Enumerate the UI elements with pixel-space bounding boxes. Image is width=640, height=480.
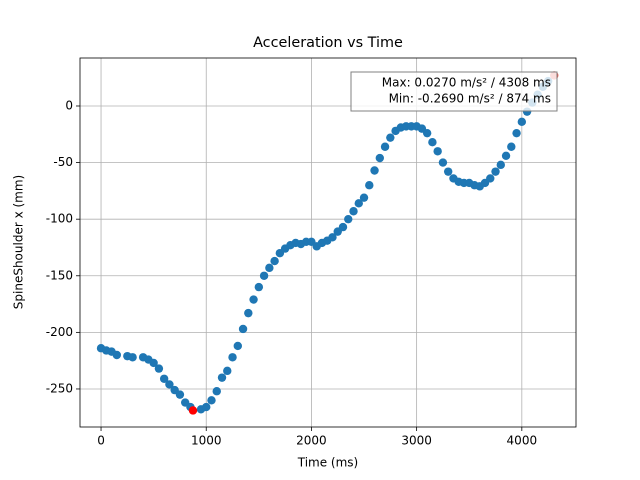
x-tick-label: 2000 xyxy=(296,434,327,448)
point xyxy=(154,364,164,373)
point xyxy=(254,282,264,292)
x-axis-label: Time (ms) xyxy=(297,456,359,470)
point xyxy=(517,117,527,127)
chart-title: Acceleration vs Time xyxy=(253,35,403,51)
plot-frame xyxy=(79,57,577,428)
point xyxy=(207,396,216,405)
point xyxy=(438,158,448,167)
point xyxy=(338,222,348,232)
y-tick-label: -250 xyxy=(46,381,73,395)
highlight-point xyxy=(188,406,198,415)
point xyxy=(202,402,211,412)
point xyxy=(217,373,227,382)
point xyxy=(496,160,505,170)
y-tick-label: 0 xyxy=(65,98,73,112)
y-tick-label: -150 xyxy=(46,268,73,282)
point xyxy=(244,308,253,318)
point xyxy=(344,214,353,224)
annotation-text: Max: 0.0270 m/s² / 4308 ms xyxy=(382,76,551,90)
y-tick-label: -50 xyxy=(53,155,73,169)
point xyxy=(507,142,516,151)
y-axis-label: SpineShoulder x (mm) xyxy=(12,175,26,309)
point xyxy=(359,193,369,202)
point xyxy=(175,390,185,399)
point xyxy=(428,138,437,147)
point xyxy=(238,324,248,334)
point xyxy=(233,341,242,351)
point xyxy=(259,271,269,280)
x-tick-label: 3000 xyxy=(401,434,432,448)
point xyxy=(112,350,122,360)
point xyxy=(491,167,500,176)
x-tick-label: 4000 xyxy=(507,434,538,448)
point xyxy=(149,358,158,368)
point xyxy=(159,374,169,383)
point xyxy=(365,181,374,190)
point xyxy=(349,207,358,216)
x-tick-label: 0 xyxy=(97,434,105,448)
point xyxy=(422,128,432,138)
annotation-text: Min: -0.2690 m/s² / 874 ms xyxy=(389,92,551,106)
point xyxy=(270,256,279,266)
point xyxy=(443,167,453,176)
y-tick-label: -200 xyxy=(46,325,73,339)
point xyxy=(380,142,390,151)
point xyxy=(354,199,363,208)
point xyxy=(265,263,274,273)
point xyxy=(228,353,237,362)
point xyxy=(501,151,511,160)
point xyxy=(386,133,395,142)
point xyxy=(486,174,495,183)
point xyxy=(223,366,232,376)
point xyxy=(128,353,137,362)
point xyxy=(375,153,385,163)
point xyxy=(433,147,442,156)
point xyxy=(370,166,379,175)
point xyxy=(512,128,521,138)
x-tick-label: 1000 xyxy=(191,434,222,448)
point xyxy=(212,387,221,396)
annotation-box xyxy=(350,71,558,112)
point xyxy=(249,295,258,304)
point xyxy=(165,380,174,389)
y-tick-label: -100 xyxy=(46,212,73,226)
point xyxy=(328,233,337,242)
